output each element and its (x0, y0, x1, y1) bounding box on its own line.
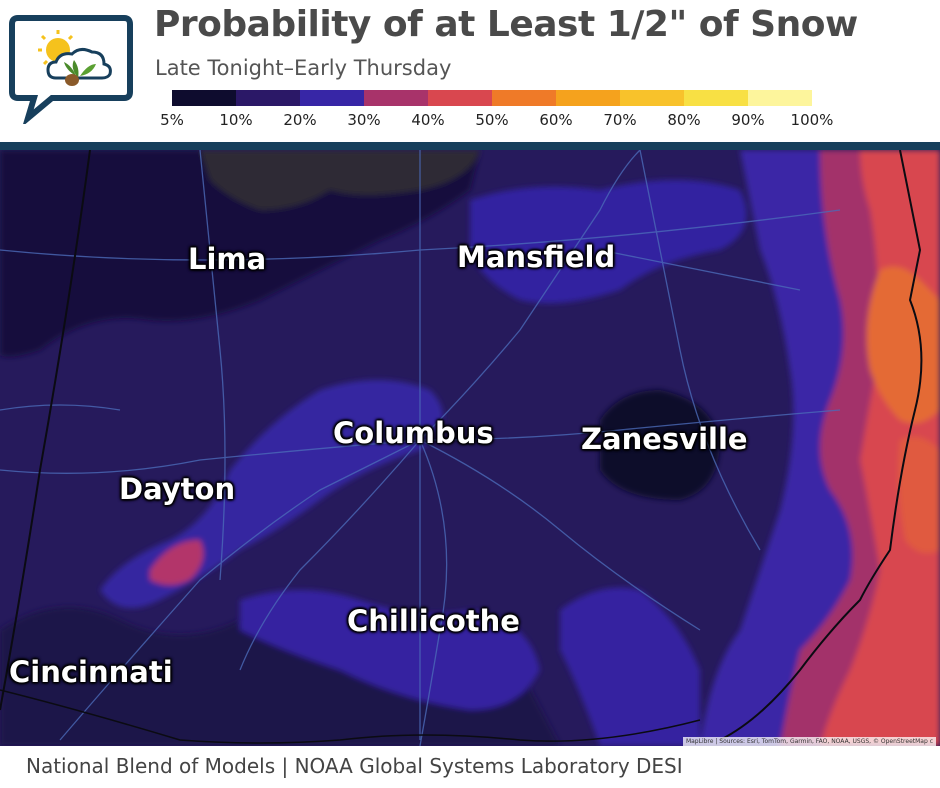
legend-label: 20% (283, 111, 317, 129)
map-attribution[interactable]: MapLibre | Sources: Esri, TomTom, Garmin… (682, 737, 936, 746)
state-border-east (719, 150, 923, 741)
legend-label: 30% (347, 111, 381, 129)
state-border-west (0, 150, 91, 711)
city-label-lima: Lima (188, 242, 267, 276)
zone-low-zanesville (600, 390, 720, 500)
legend-swatch (684, 90, 748, 106)
legend-swatch (428, 90, 492, 106)
city-label-dayton: Dayton (119, 472, 236, 506)
legend-labels: 5% 10% 20% 30% 40% 50% 60% 70% 80% 90% 100% (150, 111, 850, 133)
city-label-chillicothe: Chillicothe (347, 604, 520, 638)
zone-moderate-chillicothe (240, 590, 540, 710)
legend-swatch (236, 90, 300, 106)
legend-swatch (556, 90, 620, 106)
header: Probability of at Least 1/2" of Snow Lat… (0, 0, 940, 142)
zone-high-dayton (150, 540, 204, 585)
page-title: Probability of at Least 1/2" of Snow (154, 4, 858, 45)
legend-swatch (172, 90, 236, 106)
zone-low-north (0, 150, 480, 357)
zone-moderate-southeast (560, 587, 700, 746)
legend-label: 10% (219, 111, 253, 129)
city-label-mansfield: Mansfield (457, 240, 616, 274)
page-subtitle: Late Tonight–Early Thursday (155, 56, 452, 80)
legend-swatch (300, 90, 364, 106)
snow-probability-map[interactable]: Lima Mansfield Columbus Zanesville Dayto… (0, 150, 940, 746)
legend-label: 100% (790, 111, 834, 129)
zone-moderate-mansfield (470, 180, 747, 304)
weather-logo-icon (9, 15, 133, 124)
legend-label: 5% (160, 111, 184, 129)
zone-gray-north (200, 150, 480, 210)
river-border-south (0, 689, 701, 744)
legend-label: 90% (731, 111, 765, 129)
source-credit: National Blend of Models | NOAA Global S… (26, 754, 683, 778)
city-label-zanesville: Zanesville (581, 422, 748, 456)
legend-swatch (364, 90, 428, 106)
legend-swatch (492, 90, 556, 106)
color-legend (172, 90, 812, 106)
road-network (0, 150, 841, 746)
legend-label: 80% (667, 111, 701, 129)
legend-swatch (620, 90, 684, 106)
legend-label: 40% (411, 111, 445, 129)
zone-highest-east-2 (898, 436, 940, 554)
legend-label: 70% (603, 111, 637, 129)
legend-label: 50% (475, 111, 509, 129)
header-divider (0, 142, 940, 150)
legend-label: 60% (539, 111, 573, 129)
footer: National Blend of Models | NOAA Global S… (0, 746, 940, 788)
zone-highest-east (866, 266, 940, 424)
city-label-cincinnati: Cincinnati (9, 655, 173, 689)
map-canvas (0, 150, 940, 746)
city-label-columbus: Columbus (333, 416, 494, 450)
legend-swatch (748, 90, 812, 106)
